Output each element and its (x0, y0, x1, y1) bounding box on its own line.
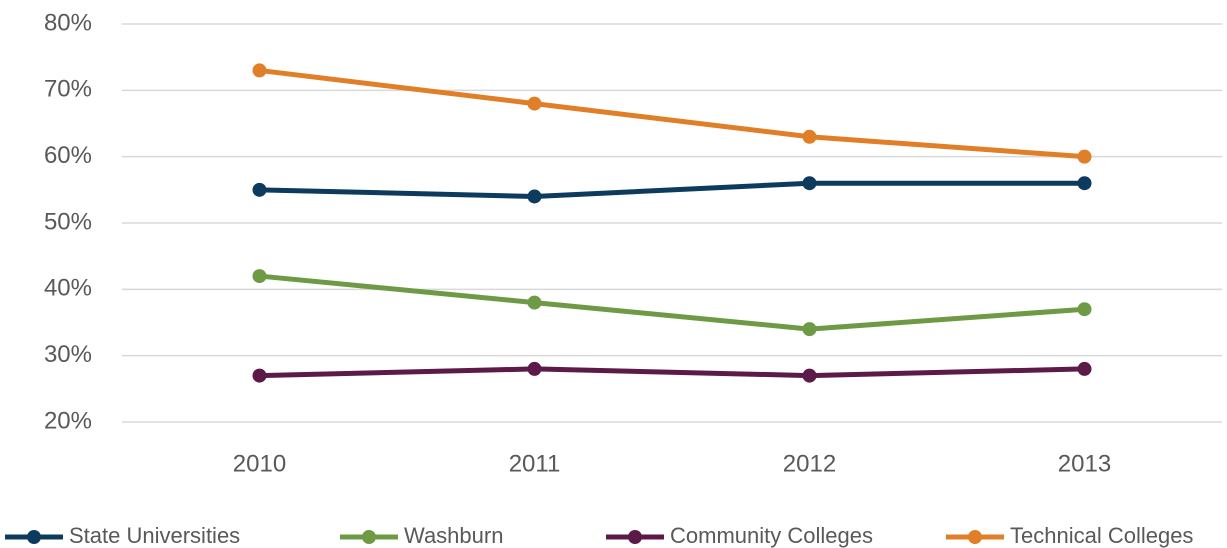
series-line (259, 180, 1085, 199)
data-point (802, 322, 817, 337)
x-tick-label: 2010 (233, 450, 286, 477)
series-line (259, 67, 1085, 160)
legend-label: Community Colleges (670, 523, 873, 548)
x-tick-label: 2012 (783, 450, 836, 477)
y-tick-label: 50% (44, 208, 92, 235)
y-tick-label: 30% (44, 341, 92, 368)
x-tick-label: 2011 (509, 450, 561, 477)
series-line (259, 273, 1085, 332)
data-point (1077, 176, 1092, 191)
data-point (252, 182, 267, 197)
legend-marker (362, 530, 376, 544)
legend-label: Washburn (404, 523, 503, 548)
data-point (527, 295, 542, 310)
data-point (802, 368, 817, 383)
data-point (252, 269, 267, 284)
y-tick-label: 60% (44, 142, 92, 169)
data-point (252, 368, 267, 383)
data-point (802, 176, 817, 191)
legend-label: Technical Colleges (1010, 523, 1193, 548)
data-point (802, 129, 817, 144)
legend-marker (27, 530, 41, 544)
data-point (527, 189, 542, 204)
legend-label: State Universities (69, 523, 240, 548)
data-point (527, 96, 542, 111)
x-tick-label: 2013 (1058, 450, 1111, 477)
y-tick-label: 70% (44, 76, 92, 103)
legend-marker (628, 530, 642, 544)
y-tick-label: 20% (44, 407, 92, 434)
data-point (527, 361, 542, 376)
data-point (1077, 149, 1092, 164)
data-point (1077, 361, 1092, 376)
data-point (252, 63, 267, 78)
y-tick-label: 40% (44, 275, 92, 302)
y-tick-label: 80% (44, 9, 92, 36)
legend-marker (968, 530, 982, 544)
data-point (1077, 302, 1092, 317)
series-line (259, 366, 1085, 379)
